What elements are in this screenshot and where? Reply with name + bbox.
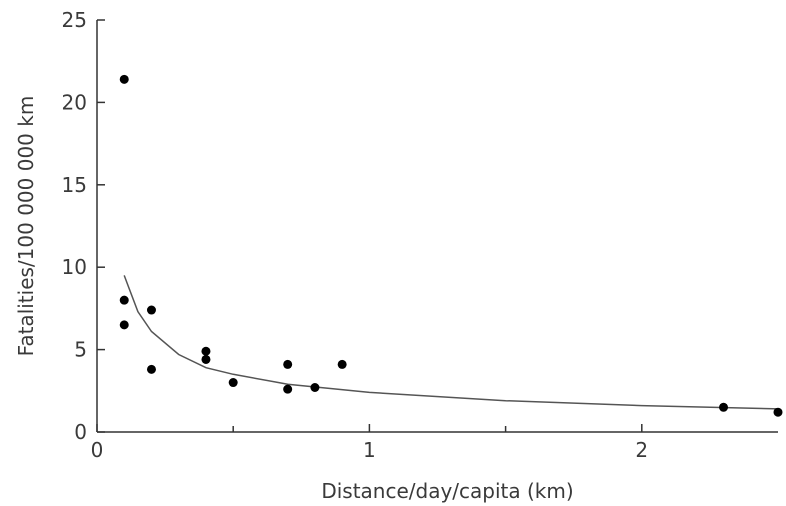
x-tick-label: 2 [635, 438, 648, 462]
trend-curve [123, 275, 779, 410]
data-point [146, 364, 156, 374]
y-tick-label: 15 [62, 173, 87, 197]
ticks [96, 19, 643, 433]
data-point [283, 359, 293, 369]
y-tick-label: 5 [74, 338, 87, 362]
data-point [119, 320, 129, 330]
data-point [119, 74, 129, 84]
data-point [201, 354, 211, 364]
data-point [719, 402, 729, 412]
x-axis-label: Distance/day/capita (km) [321, 479, 573, 503]
data-point [119, 295, 129, 305]
data-point [773, 407, 783, 417]
x-tick-label: 1 [363, 438, 376, 462]
data-point [228, 378, 238, 388]
y-tick-label: 10 [62, 255, 87, 279]
y-tick-label: 20 [62, 90, 87, 114]
tick-labels: 0 5 10 15 20 25 0 1 2 [62, 8, 649, 462]
y-tick-label: 0 [74, 420, 87, 444]
x-tick-label: 0 [91, 438, 104, 462]
data-point [283, 384, 293, 394]
data-point [310, 383, 320, 393]
data-point [337, 359, 347, 369]
axes [96, 20, 778, 433]
y-axis-label: Fatalities/100 000 000 km [14, 96, 38, 357]
data-points [119, 74, 783, 417]
data-point [146, 305, 156, 315]
data-point [201, 346, 211, 356]
y-tick-label: 25 [62, 8, 87, 32]
